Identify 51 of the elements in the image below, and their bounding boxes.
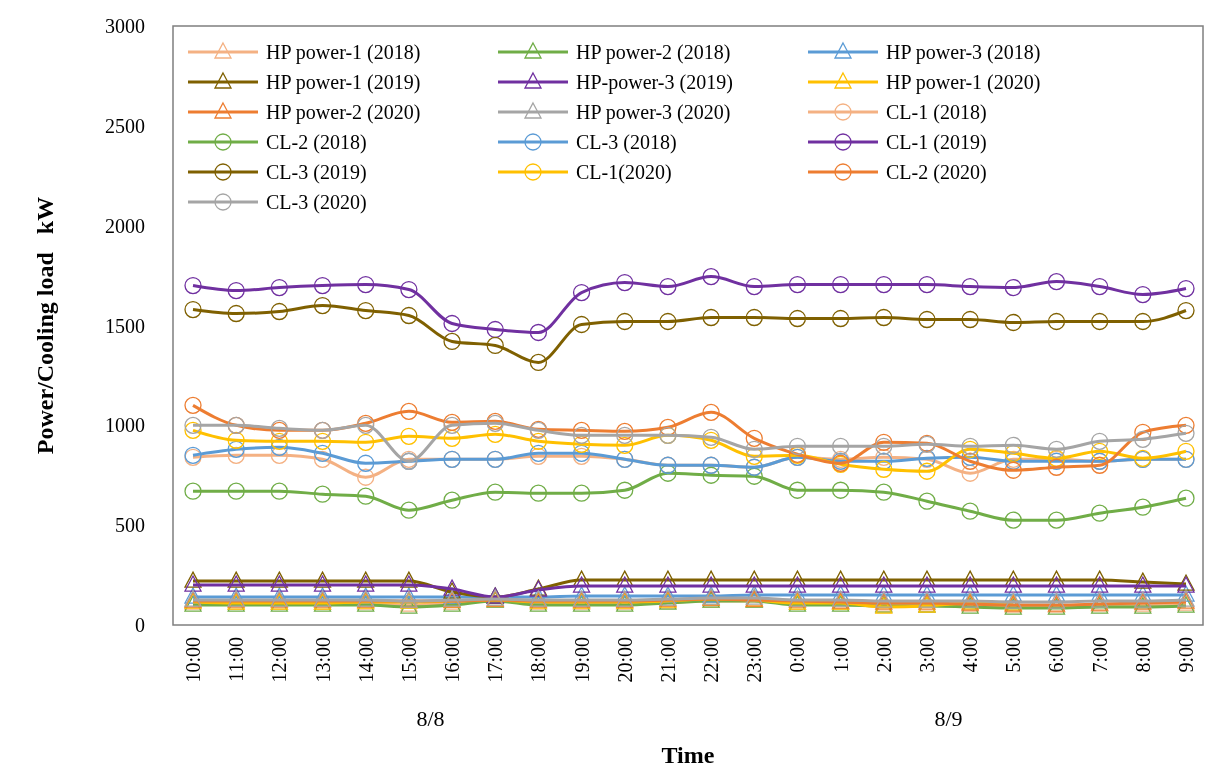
legend-label: HP power-2 (2020) bbox=[266, 101, 421, 124]
x-tick-label: 17:00 bbox=[484, 637, 507, 683]
x-tick-label: 12:00 bbox=[268, 637, 291, 683]
y-tick-label: 2500 bbox=[105, 114, 145, 137]
y-axis-title: Power/Cooling load kW bbox=[32, 196, 58, 455]
legend-label: CL-1 (2019) bbox=[886, 131, 987, 154]
x-tick-label: 16:00 bbox=[441, 637, 464, 683]
x-tick-label: 15:00 bbox=[397, 637, 420, 683]
y-tick-label: 3000 bbox=[105, 15, 145, 37]
x-tick-label: 21:00 bbox=[656, 637, 679, 683]
legend-label: HP power-3 (2020) bbox=[576, 101, 731, 124]
x-tick-label: 5:00 bbox=[1002, 637, 1025, 673]
y-tick-label: 1500 bbox=[105, 314, 145, 337]
y-tick-label: 500 bbox=[115, 514, 145, 537]
x-tick-label: 6:00 bbox=[1045, 637, 1068, 673]
legend-label: HP power-3 (2018) bbox=[886, 41, 1041, 64]
x-tick-label: 2:00 bbox=[872, 637, 895, 673]
x-tick-label: 8:00 bbox=[1131, 637, 1154, 673]
y-tick-label: 1000 bbox=[105, 414, 145, 437]
x-tick-label: 3:00 bbox=[915, 637, 938, 673]
y-tick-label: 0 bbox=[135, 614, 145, 636]
x-tick-label: 0:00 bbox=[786, 637, 809, 673]
legend-label: CL-3 (2019) bbox=[266, 161, 367, 184]
legend-label: HP power-2 (2018) bbox=[576, 41, 731, 64]
x-tick-label: 4:00 bbox=[959, 637, 982, 673]
legend-label: HP-power-3 (2019) bbox=[576, 71, 733, 94]
legend-label: HP power-1 (2019) bbox=[266, 71, 421, 94]
x-tick-label: 19:00 bbox=[570, 637, 593, 683]
x-tick-label: 13:00 bbox=[311, 637, 334, 683]
x-tick-label: 10:00 bbox=[182, 637, 204, 683]
x-tick-label: 1:00 bbox=[829, 637, 852, 673]
legend-label: CL-3 (2020) bbox=[266, 191, 367, 214]
y-tick-label: 2000 bbox=[105, 214, 145, 237]
legend-label: HP power-1 (2020) bbox=[886, 71, 1041, 94]
x-tick-label: 22:00 bbox=[700, 637, 723, 683]
legend-label: CL-3 (2018) bbox=[576, 131, 677, 154]
x-tick-label: 14:00 bbox=[354, 637, 377, 683]
x-tick-label: 7:00 bbox=[1088, 637, 1111, 673]
legend-label: HP power-1 (2018) bbox=[266, 41, 421, 64]
text: 8/9 bbox=[934, 706, 963, 731]
text: 8/8 bbox=[416, 706, 445, 731]
x-tick-label: 9:00 bbox=[1175, 637, 1197, 673]
legend-label: CL-1(2020) bbox=[576, 161, 672, 184]
x-tick-label: 11:00 bbox=[225, 637, 248, 682]
legend-label: CL-2 (2020) bbox=[886, 161, 987, 184]
legend-label: CL-1 (2018) bbox=[886, 101, 987, 124]
x-tick-label: 18:00 bbox=[527, 637, 550, 683]
x-tick-label: 20:00 bbox=[613, 637, 636, 683]
x-tick-label: 23:00 bbox=[743, 637, 766, 683]
x-axis-title: Time bbox=[661, 742, 715, 768]
legend-label: CL-2 (2018) bbox=[266, 131, 367, 154]
